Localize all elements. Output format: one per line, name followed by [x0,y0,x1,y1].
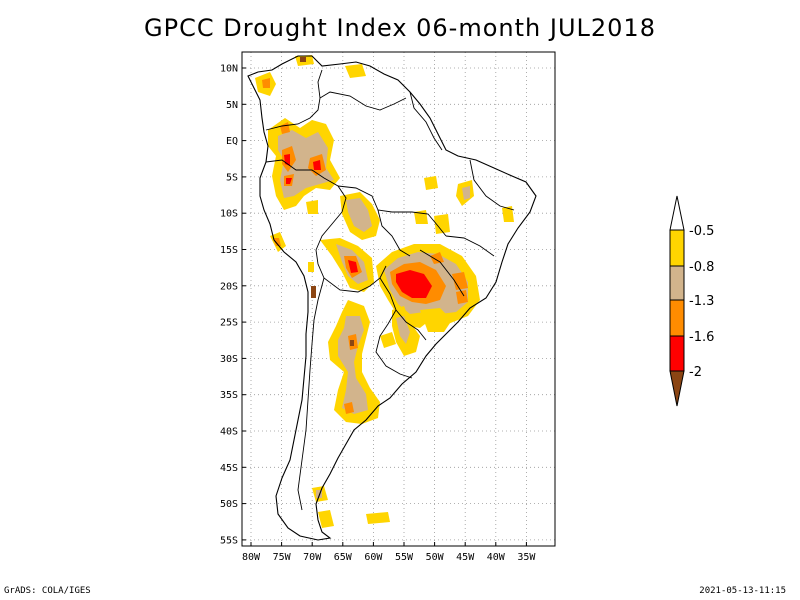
map-frame [241,51,556,547]
drought-shading [255,55,514,528]
shade-red [396,270,432,298]
longitude-label: 75W [273,552,292,563]
latitude-label: 45S [220,463,238,474]
shade-tan [462,186,470,200]
legend-swatch [669,335,685,372]
legend-label: -1.3 [689,294,714,309]
country-borders [265,69,515,511]
map-title: GPCC Drought Index 06-month JUL2018 [144,14,656,42]
latitude-label: 50S [220,499,238,510]
latitude-label: EQ [226,136,238,147]
shade-red [313,160,321,170]
longitude-label: 80W [242,552,261,563]
shade-orange [308,262,314,272]
footer-credit: GrADS: COLA/IGES [4,586,91,596]
longitude-label: 40W [487,552,506,563]
shade-orange [452,272,468,290]
shade-yellow [366,512,390,524]
shade-orange [262,78,270,88]
latitude-label: 20S [220,281,238,292]
longitude-label: 60W [364,552,383,563]
longitude-label: 65W [334,552,353,563]
shade-yellow [318,510,334,528]
shade-red [286,178,292,184]
longitude-labels: 80W 75W 70W 65W 60W 55W 50W 45W 40W 35W [242,542,536,563]
legend-label: -0.5 [689,224,714,239]
south-america-outline [247,55,537,541]
shade-yellow [420,308,452,332]
latitude-label: 25S [220,318,238,329]
legend-swatch [669,265,685,301]
shade-yellow [345,64,366,78]
shade-orange [456,290,468,304]
shade-yellow [424,176,438,190]
shade-red [348,260,358,273]
legend-colorbar: -0.5 -0.8 -1.3 -1.6 -2 [669,195,714,407]
longitude-label: 50W [426,552,445,563]
latitude-label: 5S [226,172,238,183]
footer-timestamp: 2021-05-13-11:15 [699,586,786,596]
shade-tan [396,316,410,344]
latitude-label: 55S [220,535,238,546]
shade-yellow [434,214,450,234]
shade-orange [273,238,281,246]
legend-label: -0.8 [689,260,714,275]
shade-brown [300,57,306,62]
latitude-label: 5N [226,100,238,111]
latitude-label: 10N [220,64,238,75]
shade-tan [346,198,372,232]
shade-brown [311,286,316,298]
longitude-label: 55W [395,552,414,563]
latitude-label: 35S [220,390,238,401]
shade-yellow [306,200,318,214]
shade-yellow [502,206,514,222]
legend-swatch [669,370,685,407]
latitude-label: 30S [220,354,238,365]
shade-yellow [380,332,396,348]
legend-label: -2 [689,365,702,380]
longitude-label: 45W [456,552,475,563]
legend-swatch [669,229,685,267]
shade-orange [344,402,354,414]
legend-swatch [669,299,685,337]
longitude-label: 35W [517,552,536,563]
shade-orange [430,252,444,264]
legend-swatch [669,195,685,231]
legend-label: -1.6 [689,330,714,345]
latitude-label: 15S [220,245,238,256]
shade-tan [338,316,368,414]
latitude-label: 10S [220,209,238,220]
latitude-labels: 10N 5N EQ 5S 10S 15S 20S 25S 30S 35S 40S 45S 50S 55S [220,64,246,546]
latitude-label: 40S [220,427,238,438]
longitude-label: 70W [303,552,322,563]
shade-brown [350,340,354,346]
